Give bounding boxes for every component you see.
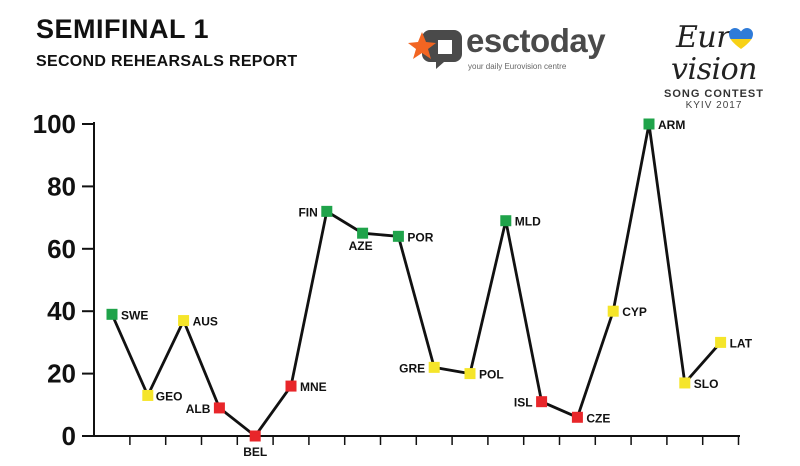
eurovision-subtitle: SONG CONTEST (663, 88, 764, 100)
eurovision-city: KYIV 2017 (685, 100, 743, 111)
data-point-gre (428, 361, 440, 373)
data-point-mne (285, 380, 297, 392)
data-label-arm: ARM (658, 118, 685, 132)
data-point-swe (106, 308, 118, 320)
esctoday-logo: esctoday your daily Eurovision centre (408, 22, 623, 72)
y-tick-label: 80 (47, 171, 76, 201)
data-point-isl (536, 396, 548, 408)
eurovision-wordmark-left: Eur (675, 20, 731, 55)
y-tick-label: 40 (47, 296, 76, 326)
y-tick-label: 60 (47, 234, 76, 264)
eurovision-wordmark-right: vision (671, 52, 757, 87)
data-point-arm (643, 118, 655, 130)
data-point-mld (500, 215, 512, 227)
data-point-slo (679, 377, 691, 389)
data-point-bel (249, 430, 261, 442)
esctoday-logo-mark (408, 30, 462, 69)
data-point-fin (321, 205, 333, 217)
heart-icon (729, 28, 754, 49)
data-label-aze: AZE (349, 239, 373, 253)
data-label-lat: LAT (730, 336, 753, 350)
data-label-isl: ISL (514, 396, 533, 410)
data-point-cze (571, 411, 583, 423)
data-label-mld: MLD (515, 215, 541, 229)
eurovision-logo: Eur vision SONG CONTEST KYIV 2017 (634, 22, 794, 112)
data-label-bel: BEL (243, 445, 267, 459)
data-point-pol (464, 368, 476, 380)
data-point-por (392, 230, 404, 242)
esctoday-tagline: your daily Eurovision centre (468, 62, 567, 71)
data-label-alb: ALB (186, 402, 211, 416)
eurovision-wordmark: Eur vision (634, 22, 794, 86)
chart-subtitle: SECOND REHEARSALS REPORT (36, 53, 298, 70)
data-label-cze: CZE (586, 411, 610, 425)
data-point-alb (213, 402, 225, 414)
y-tick-label: 0 (62, 421, 76, 451)
data-label-mne: MNE (300, 380, 327, 394)
data-point-aus (178, 315, 190, 327)
y-tick-label: 20 (47, 359, 76, 389)
data-label-pol: POL (479, 368, 504, 382)
data-label-fin: FIN (298, 205, 317, 219)
data-label-gre: GRE (399, 361, 425, 375)
data-label-geo: GEO (156, 389, 183, 403)
data-point-geo (142, 389, 154, 401)
data-point-lat (715, 336, 727, 348)
data-label-slo: SLO (694, 377, 719, 391)
data-label-swe: SWE (121, 308, 148, 322)
data-label-aus: AUS (193, 315, 218, 329)
series-line (110, 123, 722, 439)
chart-title: SEMIFINAL 1 (36, 14, 210, 44)
data-point-cyp (607, 305, 619, 317)
data-point-aze (357, 227, 369, 239)
data-label-cyp: CYP (622, 305, 647, 319)
esctoday-logo-text: esctoday (466, 22, 606, 59)
data-label-por: POR (407, 230, 433, 244)
y-tick-label: 100 (33, 109, 76, 139)
